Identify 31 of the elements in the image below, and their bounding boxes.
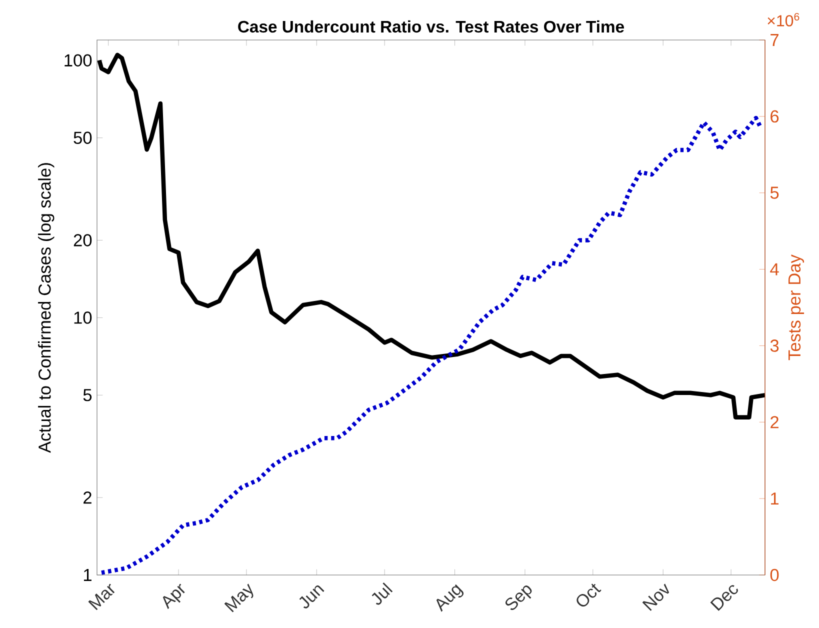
- y2-tick-label: 5: [770, 186, 779, 199]
- x-tick-label: Nov: [642, 584, 670, 611]
- y-tick-label: 10: [74, 312, 92, 324]
- y2-axis-title: Tests per Day: [788, 254, 804, 360]
- y2-tick-label: 0: [770, 568, 779, 582]
- x-tick-label: Sep: [505, 586, 532, 610]
- y2-tick-label: 2: [770, 416, 778, 428]
- y2-tick-label: 3: [770, 340, 779, 352]
- y2-tick-label: 7: [770, 34, 778, 46]
- x-tick-label: Oct: [576, 584, 602, 607]
- line-series: [97, 52, 765, 420]
- y-tick-label: 50: [74, 132, 92, 144]
- y-tick-label: 5: [83, 389, 92, 402]
- chart-title: Case Undercount Ratio vs. Test Rates Over Time: [238, 20, 624, 33]
- x-tick-label: Aug: [436, 584, 464, 612]
- y-axis-title: Actual to Confirmed Cases (log scale): [38, 163, 54, 453]
- y-tick-label: 1: [84, 569, 92, 581]
- y-tick-label: 20: [74, 234, 92, 246]
- x-tick-label: Dec: [710, 585, 738, 611]
- y2-tick-label: 1: [771, 492, 779, 505]
- x-tick-label: Jun: [299, 585, 324, 608]
- y2-tick-label: 6: [770, 110, 779, 123]
- x-tick-label: May: [224, 584, 254, 612]
- text: ×10$^{6}$: [768, 12, 800, 26]
- x-tick-label: Jul: [372, 582, 393, 605]
- x-tick-label: Mar: [88, 584, 115, 610]
- y-tick-label: 100: [64, 54, 92, 66]
- y-tick-label: 2: [84, 491, 92, 504]
- x-tick-label: Apr: [162, 584, 185, 610]
- line-series: [99, 116, 763, 575]
- y2-tick-label: 4: [770, 263, 779, 276]
